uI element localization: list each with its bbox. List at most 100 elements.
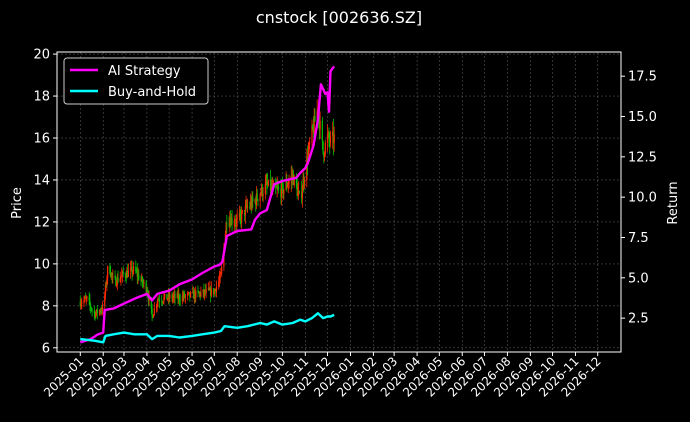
price-candle-body bbox=[81, 302, 83, 304]
price-candle-body bbox=[111, 273, 113, 277]
price-candle-body bbox=[323, 154, 326, 157]
price-candle-body bbox=[143, 282, 145, 284]
price-candle-body bbox=[136, 271, 138, 277]
price-candle-body bbox=[283, 189, 285, 194]
price-candle-body bbox=[93, 310, 95, 314]
price-candle-body bbox=[142, 282, 144, 284]
price-candle-body bbox=[312, 125, 314, 128]
price-candle-body bbox=[152, 314, 155, 318]
price-candle-body bbox=[285, 181, 287, 190]
legend-box bbox=[63, 57, 209, 105]
price-candle-body bbox=[307, 151, 309, 164]
price-candle-body bbox=[151, 308, 153, 316]
price-candle-body bbox=[259, 194, 261, 201]
right-axis: 2.5 5.0 7.5 10.0 12.5 15.0 17.5 bbox=[621, 70, 657, 327]
price-candle-body bbox=[281, 183, 283, 185]
right-tick-label: 15.0 bbox=[628, 110, 657, 125]
buy-and-hold-line bbox=[80, 312, 335, 344]
price-candle-body bbox=[96, 309, 98, 314]
price-candle-body bbox=[329, 139, 331, 143]
price-candle-body bbox=[303, 180, 306, 185]
price-candle-body bbox=[98, 310, 101, 314]
price-candle-body bbox=[306, 157, 308, 181]
price-candle-body bbox=[162, 301, 164, 303]
left-tick-label: 10 bbox=[33, 257, 50, 272]
price-candle-body bbox=[158, 300, 160, 301]
price-candle-body bbox=[79, 301, 81, 306]
price-candle-body bbox=[132, 266, 135, 272]
left-tick-label: 18 bbox=[33, 90, 50, 105]
left-tick-label: 6 bbox=[42, 341, 50, 356]
price-candle-body bbox=[105, 285, 107, 286]
price-candle-body bbox=[119, 278, 121, 282]
price-candle-body bbox=[146, 291, 148, 293]
price-candle-body bbox=[189, 292, 191, 297]
price-candle-body bbox=[269, 180, 272, 192]
price-candle-body bbox=[110, 273, 112, 277]
price-candle-body bbox=[141, 277, 143, 281]
price-candle-body bbox=[101, 310, 103, 312]
price-candle-body bbox=[327, 132, 329, 135]
chart-title: cnstock [002636.SZ] bbox=[256, 8, 422, 27]
price-candle-body bbox=[84, 297, 87, 299]
plot-frame bbox=[56, 51, 622, 353]
price-candle-body bbox=[198, 291, 200, 294]
price-candle-body bbox=[228, 224, 230, 225]
price-candle-body bbox=[208, 288, 210, 291]
price-candle-body bbox=[246, 206, 249, 208]
price-candle-body bbox=[157, 300, 159, 302]
left-axis-label: Price bbox=[10, 187, 25, 219]
price-candle-body bbox=[203, 289, 205, 294]
price-candle-body bbox=[235, 223, 237, 225]
price-candle-body bbox=[239, 212, 241, 216]
price-candle-body bbox=[280, 188, 282, 198]
price-candle-body bbox=[235, 219, 238, 225]
price-candle-body bbox=[266, 184, 269, 186]
price-candle-body bbox=[209, 287, 212, 296]
price-candle-body bbox=[205, 289, 207, 293]
price-candle-body bbox=[131, 266, 133, 274]
price-candle-body bbox=[172, 295, 175, 298]
price-candle-body bbox=[319, 120, 321, 130]
price-candle-body bbox=[321, 120, 323, 141]
price-candle-body bbox=[221, 266, 223, 274]
price-candle-body bbox=[192, 291, 194, 293]
price-candle-body bbox=[169, 294, 171, 299]
price-candle-body bbox=[286, 185, 289, 187]
price-candle-body bbox=[167, 298, 169, 300]
price-candle-body bbox=[181, 295, 184, 301]
price-candle-body bbox=[210, 288, 212, 296]
price-candle-body bbox=[112, 276, 114, 278]
price-candle-body bbox=[101, 305, 104, 312]
price-candle-body bbox=[249, 201, 252, 207]
price-candle-body bbox=[326, 134, 329, 143]
price-candle-body bbox=[266, 181, 268, 185]
price-candle-body bbox=[145, 282, 147, 293]
price-candle-body bbox=[86, 296, 88, 299]
price-candle-body bbox=[172, 297, 174, 299]
price-candle-body bbox=[94, 313, 96, 318]
price-candle-body bbox=[250, 201, 252, 208]
price-candle-body bbox=[89, 300, 91, 305]
price-candle-body bbox=[329, 136, 332, 143]
left-tick-label: 20 bbox=[33, 48, 50, 63]
price-candle-body bbox=[188, 292, 190, 293]
price-candle-body bbox=[275, 183, 277, 188]
price-candle-body bbox=[187, 293, 189, 296]
price-candle-body bbox=[288, 180, 290, 184]
price-candle-body bbox=[265, 181, 267, 185]
price-candle-body bbox=[95, 309, 98, 314]
price-candle-body bbox=[187, 292, 189, 294]
price-candle-body bbox=[254, 199, 256, 202]
price-candle-body bbox=[328, 132, 330, 140]
price-candle-body bbox=[255, 193, 258, 205]
price-candle-body bbox=[183, 293, 185, 298]
price-candle-body bbox=[135, 266, 137, 272]
right-tick-label: 17.5 bbox=[628, 70, 657, 85]
price-candle-body bbox=[225, 223, 227, 235]
price-candle-body bbox=[323, 153, 325, 157]
price-candle-body bbox=[189, 292, 192, 297]
price-candle-body bbox=[130, 267, 132, 271]
price-candle-body bbox=[166, 293, 168, 300]
